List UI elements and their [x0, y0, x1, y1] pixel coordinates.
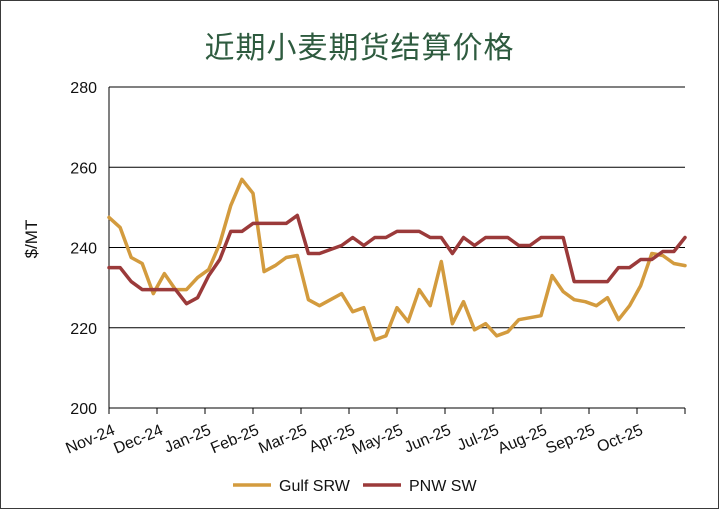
- axes: [108, 87, 686, 414]
- x-tick-label: Dec-24: [111, 422, 165, 458]
- series-lines: [107, 177, 687, 342]
- x-tick-label: May-25: [350, 422, 406, 459]
- y-tick-label: 260: [70, 160, 97, 177]
- chart-title: 近期小麦期货结算价格: [204, 31, 515, 66]
- y-tick-labels: 200 220 240 260 280: [70, 80, 97, 418]
- legend-label: PNW SW: [409, 478, 477, 495]
- x-tick-label: Feb-25: [208, 422, 261, 457]
- x-tick-label: Oct-25: [595, 422, 646, 456]
- x-tick-label: Apr-25: [307, 422, 358, 456]
- y-tick-label: 200: [70, 401, 97, 418]
- x-tick-label: Jun-25: [402, 422, 454, 457]
- gridlines: [109, 86, 685, 329]
- x-tick-label: Sep-25: [543, 422, 597, 458]
- x-tick-label: Nov-24: [63, 422, 117, 458]
- x-tick-label: Mar-25: [256, 422, 309, 457]
- legend: Gulf SRW PNW SW: [233, 478, 477, 495]
- x-tick-label: Aug-25: [495, 422, 549, 458]
- x-tick-label: Jul-25: [455, 422, 502, 455]
- legend-label: Gulf SRW: [279, 478, 351, 495]
- series-line-pnw-sw: [107, 213, 687, 306]
- series-line-gulf-srw: [107, 177, 687, 342]
- y-tick-label: 280: [70, 80, 97, 97]
- x-tick-labels: Nov-24Dec-24Jan-25Feb-25Mar-25Apr-25May-…: [63, 422, 645, 459]
- x-tick-label: Jan-25: [162, 422, 214, 457]
- y-tick-label: 220: [70, 321, 97, 338]
- y-axis-label: $/MT: [22, 220, 41, 259]
- y-tick-label: 240: [70, 241, 97, 258]
